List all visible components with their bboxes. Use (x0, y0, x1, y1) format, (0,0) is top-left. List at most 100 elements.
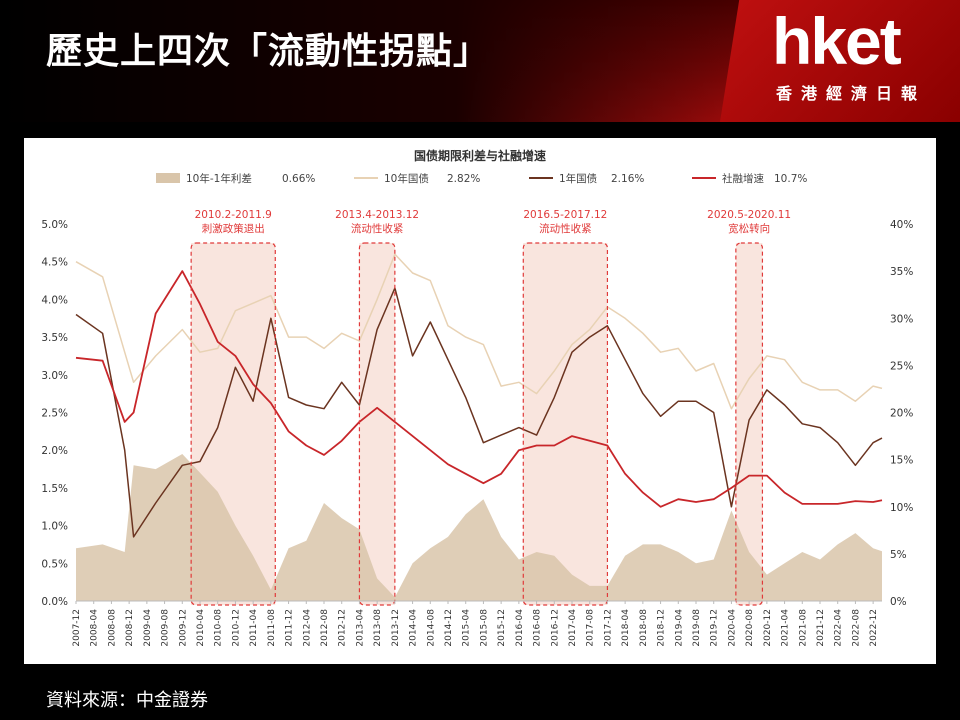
highlight-window-border (190, 242, 276, 606)
page-title: 歷史上四次「流動性拐點」 (46, 31, 491, 72)
source-note: 資料來源：中金證券 (46, 690, 208, 711)
y-left-tick-label: 4.5% (41, 257, 68, 269)
x-tick-label: 2009-04 (143, 609, 153, 647)
x-tick-label: 2014-12 (444, 609, 454, 647)
x-tick-label: 2012-08 (320, 609, 330, 647)
x-tick-label: 2020-08 (745, 609, 755, 647)
x-tick-label: 2013-04 (355, 609, 365, 647)
highlight-label: 流动性收紧 (351, 222, 404, 235)
y-left-tick-label: 1.5% (41, 483, 68, 495)
x-tick-label: 2008-08 (107, 609, 117, 647)
highlight-label: 2020.5-2020.11 (707, 209, 791, 221)
legend-value: 2.82% (447, 173, 480, 185)
legend-label: 社融增速 (722, 172, 764, 185)
chart-title: 国债期限利差与社融增速 (414, 148, 546, 163)
legend-label: 10年-1年利差 (186, 172, 252, 185)
x-tick-label: 2019-08 (692, 609, 702, 647)
highlight-label: 2016.5-2017.12 (523, 209, 607, 221)
x-tick-label: 2019-04 (674, 609, 684, 647)
highlight-label: 2010.2-2011.9 (195, 209, 272, 221)
y-left-tick-label: 0.0% (41, 596, 68, 608)
header-shade (0, 0, 760, 122)
x-tick-label: 2009-12 (178, 609, 188, 647)
y-right-tick-label: 5% (890, 549, 907, 561)
x-tick-label: 2017-04 (568, 609, 578, 647)
x-tick-label: 2020-04 (727, 609, 737, 647)
highlight-label: 流动性收紧 (539, 222, 592, 235)
y-left-tick-label: 1.0% (41, 521, 68, 533)
legend-value: 2.16% (611, 173, 644, 185)
legend-label: 10年国债 (384, 172, 429, 185)
hket-logo-subtitle: 香港經濟日報 (776, 84, 927, 103)
x-tick-label: 2010-08 (214, 609, 224, 647)
x-tick-label: 2010-12 (231, 609, 241, 647)
x-tick-label: 2022-12 (869, 609, 879, 647)
x-tick-label: 2011-12 (285, 609, 295, 647)
x-tick-label: 2016-12 (550, 609, 560, 647)
legend-label: 1年国债 (559, 172, 597, 185)
x-tick-label: 2021-04 (781, 609, 791, 647)
x-tick-label: 2017-12 (603, 609, 613, 647)
x-tick-label: 2016-08 (533, 609, 543, 647)
x-tick-label: 2015-12 (497, 609, 507, 647)
brand-panel (720, 0, 960, 122)
y-right-tick-label: 15% (890, 455, 913, 467)
x-tick-label: 2013-12 (391, 609, 401, 647)
chart-panel: 2010.2-2011.9 刺激政策退出 2013.4-2013.12 流动性收紧 20… (24, 138, 936, 664)
y-right-tick-label: 30% (890, 313, 913, 325)
x-tick-label: 2014-04 (409, 609, 419, 647)
y-left-tick-label: 2.5% (41, 408, 68, 420)
x-tick-label: 2015-08 (479, 609, 489, 647)
x-tick-label: 2021-08 (798, 609, 808, 647)
x-tick-label: 2011-04 (249, 609, 259, 647)
x-tick-label: 2020-12 (763, 609, 773, 647)
y-left-tick-label: 2.0% (41, 445, 68, 457)
highlight-window-border (522, 242, 609, 606)
x-tick-label: 2013-08 (373, 609, 383, 647)
hket-logo[interactable]: hket (772, 4, 902, 78)
y-right-tick-label: 20% (890, 408, 913, 420)
series-line-bond10 (75, 253, 883, 410)
x-tick-label: 2012-04 (302, 609, 312, 647)
legend-value: 0.66% (282, 173, 315, 185)
x-tick-label: 2008-04 (90, 609, 100, 647)
x-tick-label: 2016-04 (515, 609, 525, 647)
x-tick-label: 2018-04 (621, 609, 631, 647)
y-right-tick-label: 10% (890, 502, 913, 514)
x-tick-label: 2022-04 (834, 609, 844, 647)
x-tick-label: 2009-08 (161, 609, 171, 647)
legend-swatch (156, 173, 180, 183)
highlight-window-border (735, 242, 764, 606)
highlight-label: 2013.4-2013.12 (335, 209, 419, 221)
series-line-social (75, 270, 883, 508)
y-right-tick-label: 35% (890, 266, 913, 278)
x-tick-label: 2015-04 (462, 609, 472, 647)
y-left-tick-label: 3.5% (41, 332, 68, 344)
series-line-bond1 (75, 287, 883, 538)
y-left-tick-label: 3.0% (41, 370, 68, 382)
x-tick-label: 2019-12 (710, 609, 720, 647)
highlight-window (523, 243, 608, 605)
chart-svg: 2010.2-2011.9刺激政策退出2013.4-2013.12流动性收紧20… (41, 148, 913, 647)
x-tick-label: 2017-08 (586, 609, 596, 647)
x-tick-label: 2008-12 (125, 609, 135, 647)
legend-value: 10.7% (774, 173, 807, 185)
x-tick-label: 2007-12 (72, 609, 82, 647)
y-right-tick-label: 40% (890, 219, 913, 231)
x-tick-label: 2018-12 (657, 609, 667, 647)
series-area-spread (76, 454, 882, 601)
y-left-tick-label: 4.0% (41, 294, 68, 306)
highlight-label: 宽松转向 (728, 222, 770, 235)
highlight-label: 刺激政策退出 (202, 222, 265, 235)
x-tick-label: 2018-08 (639, 609, 649, 647)
x-tick-label: 2012-12 (338, 609, 348, 647)
y-right-tick-label: 25% (890, 360, 913, 372)
x-tick-label: 2014-08 (426, 609, 436, 647)
x-tick-label: 2010-04 (196, 609, 206, 647)
y-left-tick-label: 0.5% (41, 558, 68, 570)
y-left-tick-label: 5.0% (41, 219, 68, 231)
y-right-tick-label: 0% (890, 596, 907, 608)
x-tick-label: 2021-12 (816, 609, 826, 647)
x-tick-label: 2011-08 (267, 609, 277, 647)
x-tick-label: 2022-08 (851, 609, 861, 647)
